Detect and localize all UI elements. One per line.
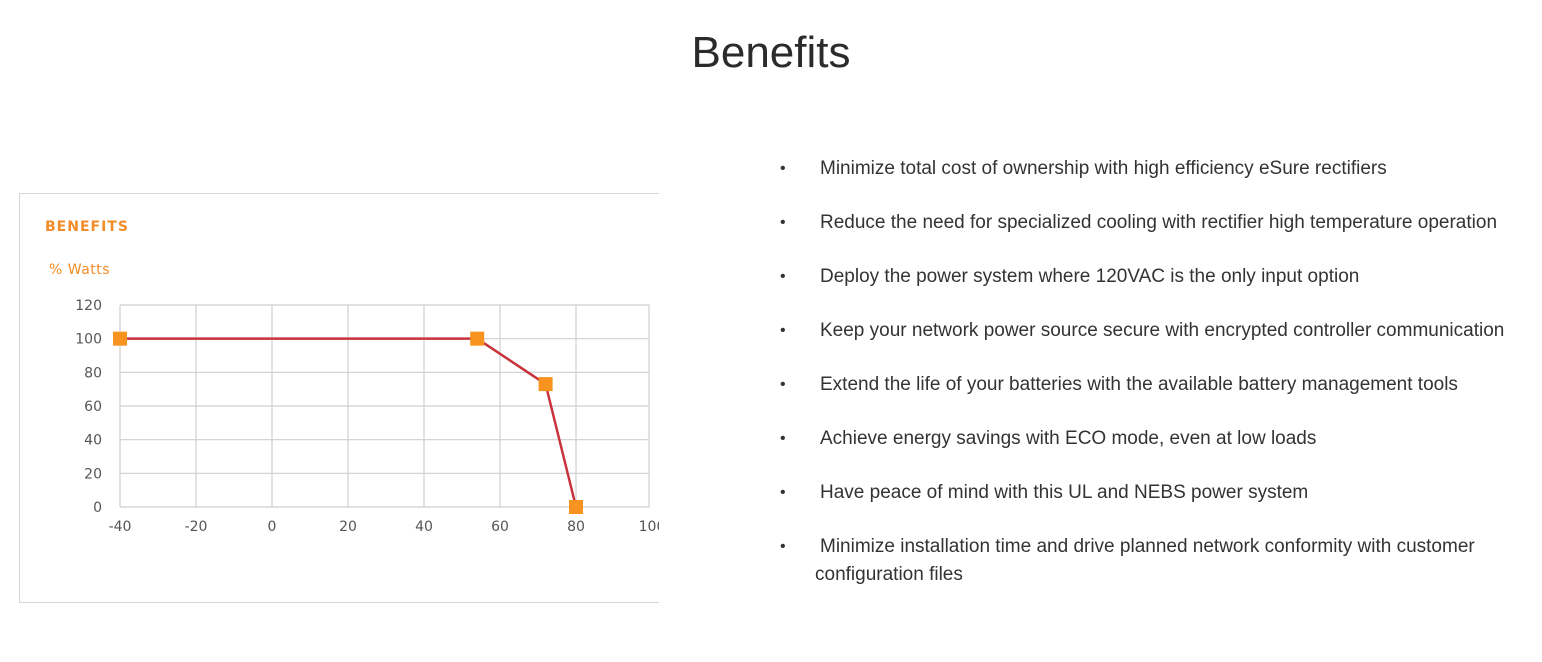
benefit-item: • Minimize total cost of ownership with h…: [780, 155, 1520, 183]
bullet-icon: •: [780, 376, 786, 393]
x-tick-label: 0: [268, 519, 277, 535]
benefit-text: Reduce the need for specialized cooling …: [820, 212, 1498, 233]
benefit-text: Minimize total cost of ownership with hi…: [820, 158, 1387, 179]
benefit-item: • Extend the life of your batteries with …: [780, 371, 1520, 399]
data-point-marker: [470, 331, 485, 346]
bullet-icon: •: [780, 322, 786, 339]
benefit-text: Extend the life of your batteries with t…: [820, 374, 1458, 395]
y-tick-label: 0: [93, 500, 102, 516]
x-tick-label: -20: [185, 519, 208, 535]
x-tick-label: 40: [415, 519, 433, 535]
data-point-marker: [538, 377, 553, 392]
benefit-item: • Keep your network power source secure w…: [780, 317, 1520, 345]
series-line: [120, 337, 578, 508]
x-tick-label: 20: [339, 519, 357, 535]
benefit-text: Have peace of mind with this UL and NEBS…: [820, 482, 1309, 503]
y-tick-label: 120: [75, 298, 102, 314]
benefit-item: • Achieve energy savings with ECO mode, e…: [780, 425, 1520, 453]
benefit-item: • Have peace of mind with this UL and NEB…: [780, 479, 1520, 507]
x-tick-label: 100: [639, 519, 659, 535]
bullet-icon: •: [780, 538, 786, 555]
y-tick-label: 40: [84, 433, 102, 449]
benefit-item: • Minimize installation time and drive pl…: [780, 533, 1520, 589]
y-tick-label: 20: [84, 466, 102, 482]
benefit-item: • Reduce the need for specialized cooling…: [780, 209, 1520, 237]
y-tick-label: 60: [84, 399, 102, 415]
x-tick-label: 80: [567, 519, 585, 535]
chart-title: BENEFITS: [45, 219, 129, 235]
benefit-text: Minimize installation time and drive pla…: [815, 536, 1475, 585]
benefits-list: • Minimize total cost of ownership with h…: [780, 155, 1520, 615]
page-title: Benefits: [691, 28, 851, 77]
data-point-marker: [569, 500, 583, 514]
bullet-icon: •: [780, 430, 786, 447]
bullet-icon: •: [780, 484, 786, 501]
y-tick-label: 80: [84, 365, 102, 381]
line-chart: 120 100 80 60 40 20 0 -40 -20 0 20 40 60 80 100: [75, 298, 659, 535]
x-tick-label: -40: [109, 519, 132, 535]
data-point-marker: [113, 331, 127, 346]
benefit-text: Achieve energy savings with ECO mode, ev…: [820, 428, 1317, 449]
benefit-text: Deploy the power system where 120VAC is …: [820, 266, 1360, 287]
chart-y-axis-label: % Watts: [49, 262, 111, 278]
benefit-text: Keep your network power source secure wi…: [820, 320, 1505, 341]
bullet-icon: •: [780, 160, 786, 177]
bullet-icon: •: [780, 268, 786, 285]
y-tick-label: 100: [75, 332, 102, 348]
benefit-item: • Deploy the power system where 120VAC is…: [780, 263, 1520, 291]
x-tick-label: 60: [491, 519, 509, 535]
benefits-chart-card: BENEFITS % Watts 120 100 80 60 40 20 0 -40 -20 0 2…: [19, 193, 659, 603]
bullet-icon: •: [780, 214, 786, 231]
